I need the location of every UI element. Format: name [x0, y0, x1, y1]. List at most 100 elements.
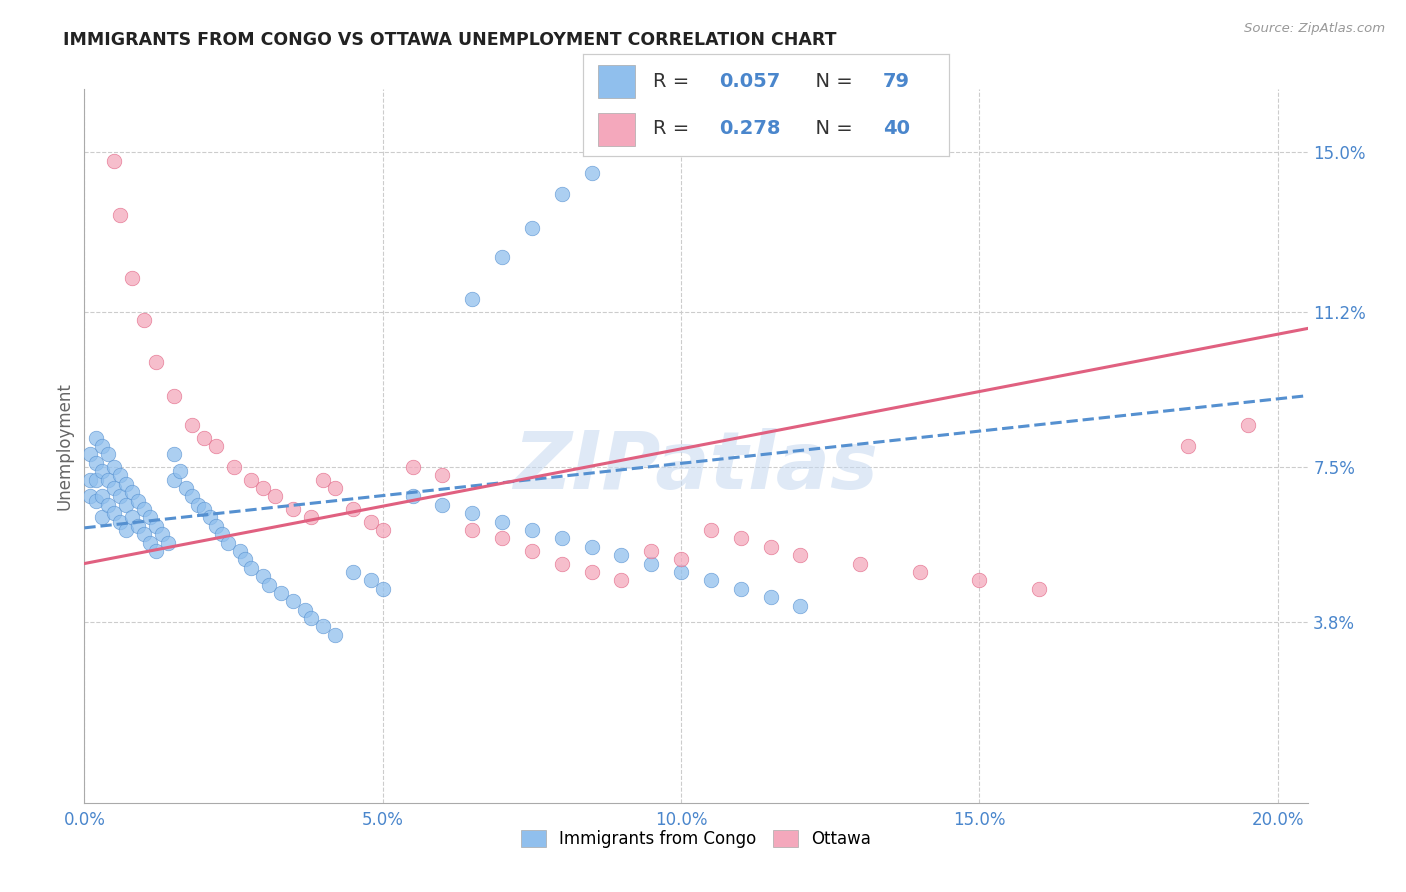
Point: [342, 565, 364, 579]
Point: [145, 544, 167, 558]
Point: [240, 560, 263, 574]
Point: [270, 586, 292, 600]
Point: [789, 599, 811, 613]
Point: [264, 489, 287, 503]
Point: [115, 523, 138, 537]
Text: R =: R =: [652, 71, 696, 91]
Point: [97, 498, 120, 512]
Point: [1177, 439, 1199, 453]
FancyBboxPatch shape: [598, 113, 634, 145]
Point: [520, 544, 543, 558]
Point: [323, 481, 346, 495]
Point: [759, 540, 782, 554]
Point: [169, 464, 191, 478]
Point: [163, 389, 186, 403]
Point: [581, 166, 603, 180]
Point: [401, 489, 423, 503]
Point: [759, 590, 782, 604]
Point: [108, 468, 131, 483]
Point: [401, 460, 423, 475]
Point: [121, 485, 143, 500]
Point: [115, 476, 138, 491]
Point: [84, 456, 107, 470]
Point: [491, 515, 513, 529]
Point: [79, 473, 101, 487]
Point: [299, 611, 322, 625]
Point: [700, 523, 723, 537]
Point: [103, 460, 125, 475]
Point: [103, 481, 125, 495]
Point: [108, 489, 131, 503]
Point: [91, 464, 114, 478]
Point: [132, 527, 155, 541]
Point: [91, 510, 114, 524]
Y-axis label: Unemployment: Unemployment: [55, 382, 73, 510]
Point: [640, 557, 662, 571]
Point: [581, 540, 603, 554]
Text: N =: N =: [803, 119, 859, 138]
Point: [174, 481, 197, 495]
Point: [228, 544, 250, 558]
Point: [461, 523, 484, 537]
Point: [204, 518, 226, 533]
Point: [79, 447, 101, 461]
Text: ZIPatlas: ZIPatlas: [513, 428, 879, 507]
Point: [121, 271, 143, 285]
Text: 0.057: 0.057: [718, 71, 780, 91]
Point: [669, 552, 692, 566]
Text: 40: 40: [883, 119, 910, 138]
Point: [520, 220, 543, 235]
Text: IMMIGRANTS FROM CONGO VS OTTAWA UNEMPLOYMENT CORRELATION CHART: IMMIGRANTS FROM CONGO VS OTTAWA UNEMPLOY…: [63, 31, 837, 49]
Point: [371, 582, 394, 596]
Point: [211, 527, 233, 541]
Text: 0.278: 0.278: [718, 119, 780, 138]
Point: [252, 481, 274, 495]
Point: [312, 473, 335, 487]
Point: [97, 447, 120, 461]
Point: [1028, 582, 1050, 596]
Point: [461, 506, 484, 520]
Point: [84, 431, 107, 445]
Point: [259, 577, 281, 591]
Point: [127, 493, 149, 508]
Point: [193, 431, 215, 445]
Point: [342, 502, 364, 516]
Point: [180, 489, 202, 503]
Point: [204, 439, 226, 453]
Point: [108, 515, 131, 529]
Point: [551, 532, 574, 546]
Point: [163, 447, 186, 461]
Point: [235, 552, 257, 566]
Point: [461, 292, 484, 306]
Point: [252, 569, 274, 583]
Point: [163, 473, 186, 487]
Point: [217, 535, 239, 549]
Point: [283, 502, 305, 516]
Point: [150, 527, 173, 541]
Point: [132, 313, 155, 327]
Point: [103, 153, 125, 168]
Point: [108, 208, 131, 222]
Point: [969, 574, 991, 588]
Point: [193, 502, 215, 516]
Point: [132, 502, 155, 516]
Point: [145, 355, 167, 369]
Point: [312, 619, 335, 633]
Point: [79, 489, 101, 503]
Point: [180, 417, 202, 432]
Text: 79: 79: [883, 71, 910, 91]
Point: [581, 565, 603, 579]
Point: [84, 473, 107, 487]
FancyBboxPatch shape: [598, 65, 634, 97]
Point: [371, 523, 394, 537]
Point: [139, 510, 162, 524]
Point: [789, 548, 811, 562]
Point: [115, 498, 138, 512]
Point: [139, 535, 162, 549]
Text: N =: N =: [803, 71, 859, 91]
Point: [669, 565, 692, 579]
Point: [610, 574, 633, 588]
Point: [121, 510, 143, 524]
Point: [323, 628, 346, 642]
Point: [84, 493, 107, 508]
